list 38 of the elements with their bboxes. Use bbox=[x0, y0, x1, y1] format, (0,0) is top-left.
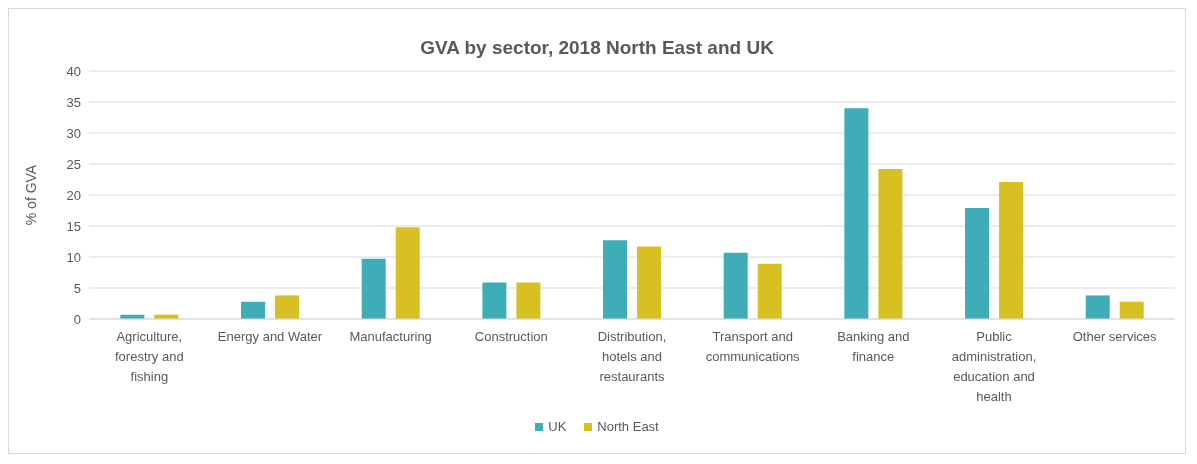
bar bbox=[516, 282, 541, 319]
x-tick-label: Construction bbox=[474, 329, 548, 344]
bar bbox=[395, 227, 420, 319]
bar bbox=[757, 263, 782, 319]
bar bbox=[603, 240, 628, 319]
bar bbox=[723, 252, 748, 319]
x-tick-label: Banking and finance bbox=[837, 329, 910, 364]
legend-label: North East bbox=[596, 419, 659, 434]
x-tick-label: Distribution, hotels and restaurants bbox=[597, 329, 667, 384]
x-tick-label: Manufacturing bbox=[349, 329, 432, 344]
y-tick-label: 20 bbox=[66, 187, 81, 203]
bar bbox=[637, 246, 662, 319]
bar bbox=[482, 282, 507, 319]
bar bbox=[878, 168, 903, 319]
bar bbox=[1119, 301, 1144, 319]
bar bbox=[1085, 295, 1110, 319]
y-tick-label: 10 bbox=[66, 249, 81, 265]
y-tick-label: 40 bbox=[66, 63, 81, 79]
y-tick-label: 5 bbox=[73, 280, 81, 296]
x-tick-label: Transport and communications bbox=[705, 329, 801, 364]
bar bbox=[241, 301, 266, 319]
y-axis-title: % of GVA bbox=[22, 164, 39, 226]
x-tick-label: Energy and Water bbox=[217, 329, 323, 344]
bar bbox=[844, 108, 869, 319]
y-tick-label: 35 bbox=[66, 94, 81, 110]
x-tick-label: Other services bbox=[1072, 329, 1158, 344]
bar bbox=[361, 258, 386, 319]
x-tick-label: Agriculture, forestry and fishing bbox=[115, 329, 184, 384]
y-tick-label: 30 bbox=[66, 125, 81, 141]
x-tick-label: Public administration, education and health bbox=[951, 329, 1037, 404]
bar bbox=[999, 181, 1024, 319]
y-tick-label: 0 bbox=[73, 311, 81, 327]
legend-label: UK bbox=[547, 419, 567, 434]
bar bbox=[275, 295, 300, 319]
bar bbox=[965, 208, 990, 319]
y-tick-label: 15 bbox=[66, 218, 81, 234]
y-tick-label: 25 bbox=[66, 156, 81, 172]
chart-title: GVA by sector, 2018 North East and UK bbox=[419, 37, 775, 59]
